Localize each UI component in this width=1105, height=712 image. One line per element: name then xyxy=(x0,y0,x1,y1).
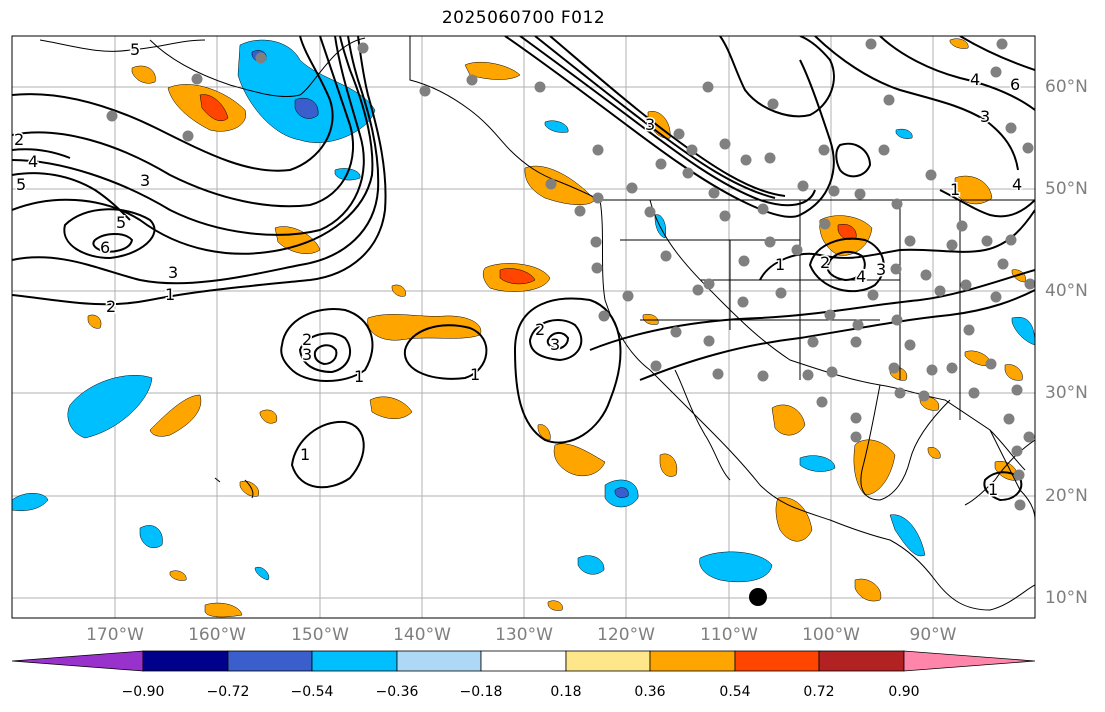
contour-label: 1 xyxy=(354,367,364,386)
lat-label: 40°N xyxy=(1045,281,1088,301)
colorbar-label: 0.54 xyxy=(719,684,751,700)
colorbar-segment xyxy=(311,650,398,672)
lat-label: 10°N xyxy=(1045,588,1088,608)
colorbar-label: 0.90 xyxy=(888,684,920,700)
colorbar-segment xyxy=(142,650,229,672)
contour-label: 1 xyxy=(950,180,960,199)
station-dots xyxy=(106,38,1035,511)
shaded-field xyxy=(12,38,1035,618)
contour-labels: 2 4 5 3 1 5 6 3 2 1 2 3 1 1 2 3 4 3 2 1 … xyxy=(13,39,1024,501)
lat-label: 60°N xyxy=(1045,77,1088,97)
colorbar-segment xyxy=(734,650,820,672)
lon-label: 110°W xyxy=(700,625,758,645)
lat-label: 50°N xyxy=(1045,179,1088,199)
colorbar-segment xyxy=(565,650,651,672)
colorbar-segment xyxy=(396,650,482,672)
contour-label: 1 xyxy=(300,445,310,464)
lon-label: 130°W xyxy=(495,625,553,645)
contour-label: 5 xyxy=(130,40,140,59)
lon-label: 150°W xyxy=(291,625,349,645)
contour-label: 4 xyxy=(856,267,866,286)
colorbar-segment xyxy=(818,650,905,672)
colorbar-label: −0.18 xyxy=(459,684,503,700)
colorbar-label: −0.36 xyxy=(375,684,419,700)
contour-label: 3 xyxy=(168,263,178,282)
contour-label: 1 xyxy=(775,255,785,274)
colorbar-segment xyxy=(227,650,313,672)
contour-label: 2 xyxy=(14,130,24,149)
lon-label: 170°W xyxy=(86,625,144,645)
contour-label: 4 xyxy=(970,70,980,89)
black-dot-marker xyxy=(749,588,767,606)
contour-label: 6 xyxy=(100,238,110,257)
colorbar-label: −0.54 xyxy=(290,684,334,700)
contour-label: 3 xyxy=(302,345,312,364)
coastlines xyxy=(39,36,1035,611)
contour-label: 5 xyxy=(116,213,126,232)
contour-label: 5 xyxy=(16,175,26,194)
contour-label: 2 xyxy=(302,330,312,349)
contour-label: 4 xyxy=(1012,175,1022,194)
colorbar-label: 0.18 xyxy=(550,684,582,700)
colorbar-label: 0.36 xyxy=(634,684,666,700)
gridlines xyxy=(12,36,1035,618)
colorbar-label: −0.72 xyxy=(206,684,250,700)
lat-label: 30°N xyxy=(1045,383,1088,403)
contour-label: 2 xyxy=(535,320,545,339)
colorbar-segment xyxy=(480,650,567,672)
lon-label: 90°W xyxy=(909,625,957,645)
lat-label: 20°N xyxy=(1045,486,1088,506)
lon-label: 100°W xyxy=(802,625,860,645)
lon-label: 160°W xyxy=(188,625,246,645)
contour-label: 3 xyxy=(550,335,560,354)
contour-label: 2 xyxy=(820,253,830,272)
contour-label: 2 xyxy=(106,297,116,316)
lon-label: 140°W xyxy=(393,625,451,645)
lon-label: 120°W xyxy=(597,625,655,645)
contour-label: 3 xyxy=(140,171,150,190)
colorbar-label: −0.90 xyxy=(121,684,165,700)
contour-label: 6 xyxy=(1010,75,1020,94)
colorbar-segment xyxy=(903,650,1036,672)
colorbar-segment xyxy=(649,650,736,672)
contour-label: 1 xyxy=(165,285,175,304)
colorbar-label: 0.72 xyxy=(803,684,835,700)
colorbar-segment xyxy=(11,650,144,672)
contour-label: 4 xyxy=(28,152,38,171)
contour-label: 1 xyxy=(470,365,480,384)
contour-label: 3 xyxy=(645,115,655,134)
contour-label: 3 xyxy=(876,260,886,279)
map-frame xyxy=(11,35,1036,619)
contour-label: 1 xyxy=(988,480,998,499)
colorbar xyxy=(11,650,1036,672)
map-title: 2025060700 F012 xyxy=(441,8,606,28)
contour-label: 3 xyxy=(980,107,990,126)
